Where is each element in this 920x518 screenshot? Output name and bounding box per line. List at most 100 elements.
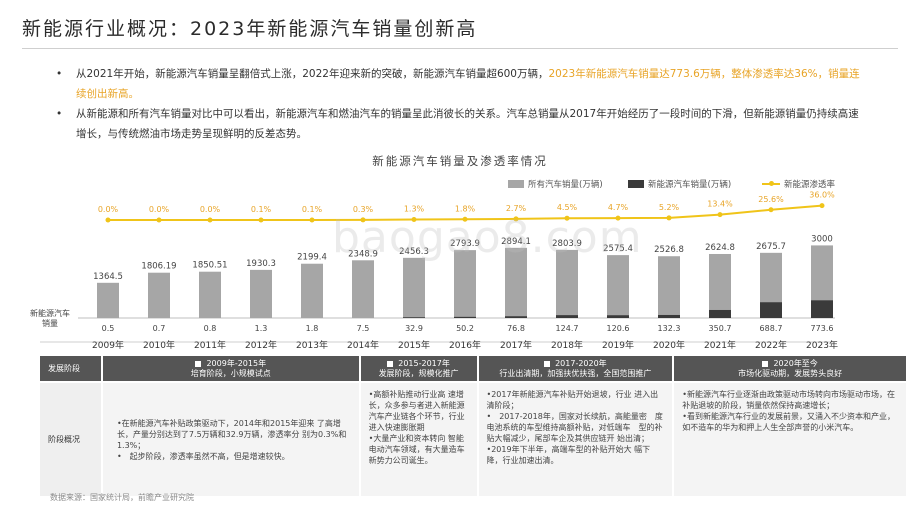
penetration-point-2012年 (258, 217, 264, 223)
stage-1-body: •在新能源汽车补贴政策驱动下，2014年和2015年迎来 了高增长，产量分别达到… (101, 381, 361, 496)
tick-2021年: 2021年 (704, 339, 736, 350)
label-nev-2010年: 0.7 (153, 324, 166, 333)
tick-2023年: 2023年 (806, 339, 838, 350)
stage-header-row: 发展阶段 2009年-2015年 培育阶段，小规模试点 2015-2017年 发展阶… (40, 356, 908, 382)
label-nev-2015年: 32.9 (405, 324, 423, 333)
bar-nev-2016年 (454, 316, 476, 318)
bar-nev-2023年 (811, 300, 833, 318)
bullet-2: 从新能源和所有汽车销量对比中可以看出，新能源汽车和燃油汽车的销量呈此消彼长的关系… (56, 104, 862, 144)
stage-3-header: 2017-2020年 行业出清期，加强扶优扶强，全国范围推广 (477, 356, 675, 382)
penetration-point-2011年 (207, 217, 213, 223)
tick-2014年: 2014年 (347, 339, 379, 350)
tick-2022年: 2022年 (755, 339, 787, 350)
label-total-2019年: 2575.4 (603, 244, 633, 254)
square-icon (762, 360, 769, 367)
penetration-point-2021年 (717, 212, 723, 218)
tick-2015年: 2015年 (398, 339, 430, 350)
label-total-2015年: 2456.3 (399, 247, 429, 257)
penetration-point-2017年 (513, 216, 519, 222)
label-nev-2013年: 1.8 (306, 324, 319, 333)
tick-2018年: 2018年 (551, 339, 583, 350)
tick-2020年: 2020年 (653, 339, 685, 350)
bar-total-2023年 (811, 245, 833, 318)
bar-total-2014年 (352, 260, 374, 318)
tick-2017年: 2017年 (500, 339, 532, 350)
label-nev-2023年: 773.6 (811, 324, 834, 333)
legend-nev: 新能源汽车销量(万辆) (628, 178, 731, 190)
bullet-1-highlight: 2023年新能源汽车销量达773.6万辆，整体渗透率达36%，销量连续创出新高。 (76, 68, 860, 100)
row-header-overview: 阶段概况 (40, 381, 103, 496)
bar-total-2015年 (403, 257, 425, 318)
label-penetration-2018年: 4.5% (557, 203, 578, 212)
tick-2010年: 2010年 (143, 339, 175, 350)
stage-3-body: •2017年新能源汽车补贴开始退坡，行业 进入出清阶段； • 2017-2018… (477, 381, 675, 496)
label-nev-2021年: 350.7 (709, 324, 732, 333)
bar-total-2022年 (760, 252, 782, 318)
stage-2-period: 2015-2017年 (398, 359, 450, 368)
label-penetration-2022年: 25.6% (758, 195, 784, 204)
label-total-2021年: 2624.8 (705, 243, 735, 253)
label-total-2020年: 2526.8 (654, 245, 684, 255)
bar-total-2010年 (148, 272, 170, 318)
label-nev-2009年: 0.5 (102, 324, 115, 333)
penetration-point-2022年 (768, 207, 774, 213)
label-penetration-2012年: 0.1% (251, 205, 272, 214)
penetration-point-2014年 (360, 217, 366, 223)
tick-2009年: 2009年 (92, 339, 124, 350)
label-penetration-2010年: 0.0% (149, 205, 170, 214)
label-penetration-2011年: 0.0% (200, 205, 221, 214)
bullet-1: 从2021年开始，新能源汽车销量呈翻倍式上涨，2022年迎来新的突破，新能源汽车… (56, 64, 862, 104)
label-total-2011年: 1850.51 (192, 261, 227, 271)
stage-1-name: 培育阶段，小规模试点 (190, 369, 271, 378)
label-total-2013年: 2199.4 (297, 253, 327, 263)
bar-total-2013年 (301, 263, 323, 318)
penetration-point-2019年 (615, 215, 621, 221)
penetration-point-2023年 (819, 203, 825, 209)
label-total-2009年: 1364.5 (93, 272, 123, 282)
penetration-point-2015年 (411, 216, 417, 222)
stage-4-name: 市场化驱动期，发展势头良好 (738, 369, 843, 378)
label-nev-2014年: 7.5 (357, 324, 370, 333)
summary-bullets: 从2021年开始，新能源汽车销量呈翻倍式上涨，2022年迎来新的突破，新能源汽车… (56, 64, 862, 144)
bar-total-2017年 (505, 247, 527, 318)
label-penetration-2023年: 36.0% (809, 191, 835, 200)
stage-body-row: 阶段概况 •在新能源汽车补贴政策驱动下，2014年和2015年迎来 了高增长，产… (40, 381, 908, 496)
bar-total-2019年 (607, 255, 629, 318)
penetration-point-2009年 (105, 217, 111, 223)
bullet-1-text: 从2021年开始，新能源汽车销量呈翻倍式上涨，2022年迎来新的突破，新能源汽车… (76, 68, 549, 80)
label-penetration-2013年: 0.1% (302, 205, 323, 214)
label-nev-2022年: 688.7 (760, 324, 783, 333)
label-nev-2018年: 124.7 (556, 324, 579, 333)
square-icon (387, 360, 394, 367)
stage-table: 发展阶段 2009年-2015年 培育阶段，小规模试点 2015-2017年 发展阶… (40, 356, 908, 496)
stage-4-header: 2020年至今 市场化驱动期，发展势头良好 (673, 356, 908, 382)
bar-nev-2020年 (658, 314, 680, 318)
label-total-2023年: 3000 (811, 234, 833, 244)
tick-2019年: 2019年 (602, 339, 634, 350)
stage-2-body: •高额补贴推动行业高 速增长，众多参与者进入新能源汽车产业链各个环节，行业进入快… (359, 381, 479, 496)
label-total-2012年: 1930.3 (246, 259, 276, 269)
watermark: baogao8.com (332, 212, 643, 263)
legend-nev-label: 新能源汽车销量(万辆) (648, 180, 732, 190)
bar-nev-2021年 (709, 309, 731, 318)
bar-nev-2019年 (607, 315, 629, 318)
legend-total: 所有汽车销量(万辆) (508, 178, 603, 190)
square-icon (195, 360, 202, 367)
stage-1-header: 2009年-2015年 培育阶段，小规模试点 (101, 356, 361, 382)
stage-2-header: 2015-2017年 发展阶段，规模化推广 (359, 356, 479, 382)
bullet-2-text: 从新能源和所有汽车销量对比中可以看出，新能源汽车和燃油汽车的销量呈此消彼长的关系… (76, 108, 859, 140)
label-nev-2017年: 76.8 (507, 324, 525, 333)
nev-row-label: 新能源汽车销量 (30, 309, 70, 328)
bar-total-2012年 (250, 269, 272, 318)
penetration-point-2020年 (666, 215, 672, 221)
bar-total-2016年 (454, 250, 476, 318)
square-icon (544, 360, 551, 367)
title-divider (22, 48, 898, 49)
label-total-2018年: 2803.9 (552, 239, 582, 249)
legend-nev-swatch (628, 180, 644, 188)
chart-title: 新能源汽车销量及渗透率情况 (372, 154, 548, 168)
label-nev-2016年: 50.2 (456, 324, 474, 333)
penetration-point-2018年 (564, 215, 570, 221)
page-title: 新能源行业概况：2023年新能源汽车销量创新高 (22, 18, 478, 40)
stage-3-period: 2017-2020年 (555, 359, 607, 368)
